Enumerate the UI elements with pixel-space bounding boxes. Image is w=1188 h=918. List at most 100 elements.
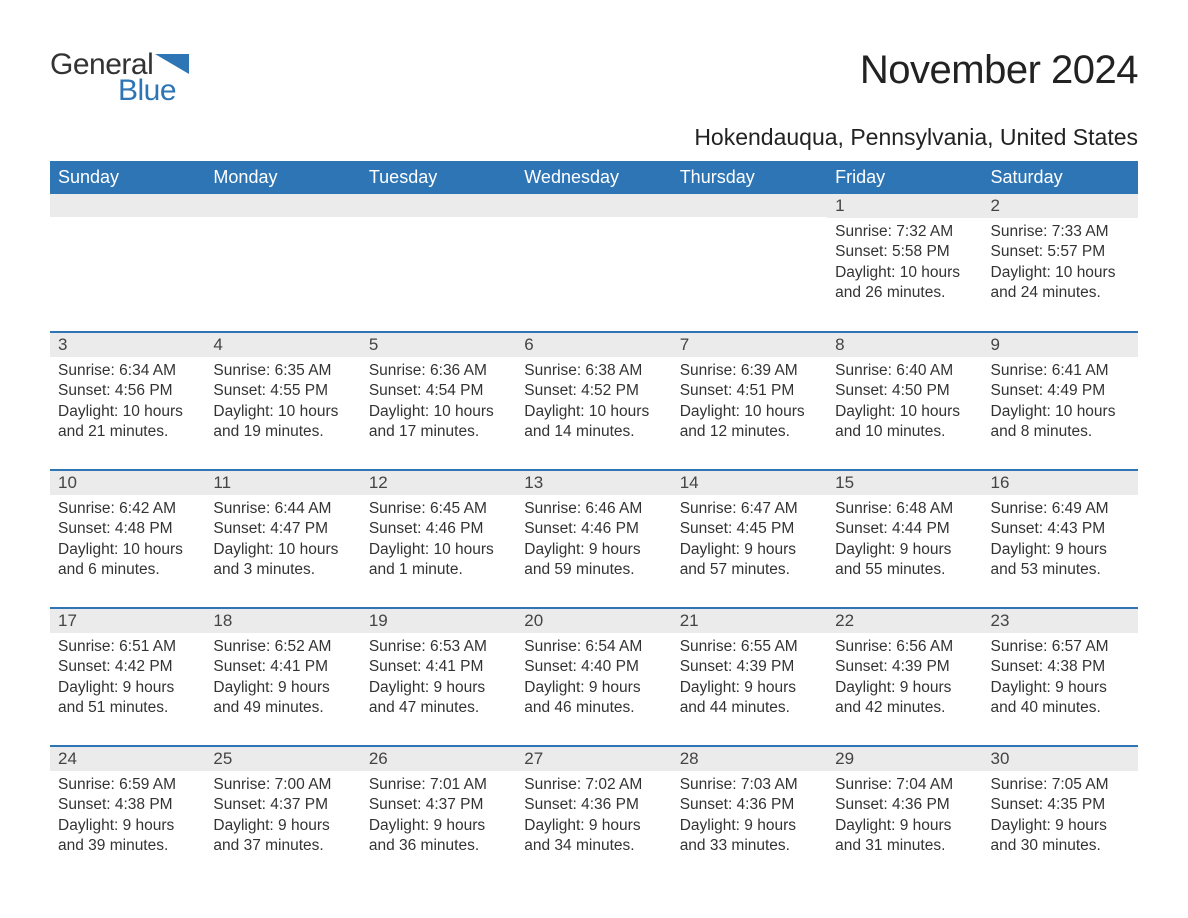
calendar-day-cell: 24Sunrise: 6:59 AMSunset: 4:38 PMDayligh… <box>50 746 205 884</box>
calendar-day-cell: 10Sunrise: 6:42 AMSunset: 4:48 PMDayligh… <box>50 470 205 608</box>
day-daylight2-line: and 49 minutes. <box>213 698 352 718</box>
day-daylight2-line: and 12 minutes. <box>680 422 819 442</box>
page-header: General Blue November 2024 <box>50 48 1138 106</box>
day-body: Sunrise: 6:46 AMSunset: 4:46 PMDaylight:… <box>516 495 671 581</box>
day-body: Sunrise: 6:51 AMSunset: 4:42 PMDaylight:… <box>50 633 205 719</box>
day-body-empty <box>361 217 516 297</box>
day-number: 30 <box>983 747 1138 771</box>
day-number-empty <box>50 194 205 217</box>
calendar-day-cell: 26Sunrise: 7:01 AMSunset: 4:37 PMDayligh… <box>361 746 516 884</box>
day-daylight1-line: Daylight: 9 hours <box>835 678 974 698</box>
day-daylight1-line: Daylight: 10 hours <box>58 540 197 560</box>
day-sunrise-line: Sunrise: 6:53 AM <box>369 637 508 657</box>
day-sunset-line: Sunset: 4:46 PM <box>524 519 663 539</box>
day-body: Sunrise: 6:56 AMSunset: 4:39 PMDaylight:… <box>827 633 982 719</box>
day-daylight1-line: Daylight: 10 hours <box>835 263 974 283</box>
day-daylight2-line: and 6 minutes. <box>58 560 197 580</box>
day-daylight2-line: and 30 minutes. <box>991 836 1130 856</box>
day-body: Sunrise: 6:59 AMSunset: 4:38 PMDaylight:… <box>50 771 205 857</box>
day-sunset-line: Sunset: 4:48 PM <box>58 519 197 539</box>
day-sunset-line: Sunset: 4:40 PM <box>524 657 663 677</box>
day-number: 25 <box>205 747 360 771</box>
day-sunrise-line: Sunrise: 6:41 AM <box>991 361 1130 381</box>
calendar-day-cell: 8Sunrise: 6:40 AMSunset: 4:50 PMDaylight… <box>827 332 982 470</box>
day-sunset-line: Sunset: 4:39 PM <box>680 657 819 677</box>
day-sunset-line: Sunset: 4:42 PM <box>58 657 197 677</box>
calendar-day-cell: 2Sunrise: 7:33 AMSunset: 5:57 PMDaylight… <box>983 194 1138 332</box>
day-body: Sunrise: 6:35 AMSunset: 4:55 PMDaylight:… <box>205 357 360 443</box>
calendar-week-row: 24Sunrise: 6:59 AMSunset: 4:38 PMDayligh… <box>50 746 1138 884</box>
day-body: Sunrise: 6:45 AMSunset: 4:46 PMDaylight:… <box>361 495 516 581</box>
day-number: 23 <box>983 609 1138 633</box>
day-sunrise-line: Sunrise: 6:55 AM <box>680 637 819 657</box>
day-number: 28 <box>672 747 827 771</box>
day-daylight1-line: Daylight: 9 hours <box>835 540 974 560</box>
day-sunset-line: Sunset: 4:37 PM <box>369 795 508 815</box>
day-sunset-line: Sunset: 5:57 PM <box>991 242 1130 262</box>
day-sunrise-line: Sunrise: 6:46 AM <box>524 499 663 519</box>
day-number-empty <box>205 194 360 217</box>
day-body: Sunrise: 6:42 AMSunset: 4:48 PMDaylight:… <box>50 495 205 581</box>
day-daylight1-line: Daylight: 9 hours <box>680 540 819 560</box>
day-sunset-line: Sunset: 4:52 PM <box>524 381 663 401</box>
day-number: 29 <box>827 747 982 771</box>
day-daylight1-line: Daylight: 9 hours <box>369 816 508 836</box>
day-number: 1 <box>827 194 982 218</box>
day-sunrise-line: Sunrise: 6:54 AM <box>524 637 663 657</box>
day-daylight2-line: and 3 minutes. <box>213 560 352 580</box>
day-daylight2-line: and 10 minutes. <box>835 422 974 442</box>
day-body: Sunrise: 6:47 AMSunset: 4:45 PMDaylight:… <box>672 495 827 581</box>
day-daylight2-line: and 46 minutes. <box>524 698 663 718</box>
day-sunrise-line: Sunrise: 6:57 AM <box>991 637 1130 657</box>
calendar-day-cell: 30Sunrise: 7:05 AMSunset: 4:35 PMDayligh… <box>983 746 1138 884</box>
day-sunset-line: Sunset: 4:50 PM <box>835 381 974 401</box>
day-daylight2-line: and 26 minutes. <box>835 283 974 303</box>
calendar-week-row: 1Sunrise: 7:32 AMSunset: 5:58 PMDaylight… <box>50 194 1138 332</box>
day-sunrise-line: Sunrise: 6:44 AM <box>213 499 352 519</box>
calendar-day-cell: 23Sunrise: 6:57 AMSunset: 4:38 PMDayligh… <box>983 608 1138 746</box>
day-number: 14 <box>672 471 827 495</box>
calendar-day-cell: 19Sunrise: 6:53 AMSunset: 4:41 PMDayligh… <box>361 608 516 746</box>
day-sunrise-line: Sunrise: 6:52 AM <box>213 637 352 657</box>
calendar-day-cell: 21Sunrise: 6:55 AMSunset: 4:39 PMDayligh… <box>672 608 827 746</box>
day-daylight2-line: and 8 minutes. <box>991 422 1130 442</box>
calendar-day-cell: 18Sunrise: 6:52 AMSunset: 4:41 PMDayligh… <box>205 608 360 746</box>
day-daylight1-line: Daylight: 9 hours <box>58 678 197 698</box>
calendar-day-cell: 1Sunrise: 7:32 AMSunset: 5:58 PMDaylight… <box>827 194 982 332</box>
day-daylight2-line: and 47 minutes. <box>369 698 508 718</box>
calendar-day-cell: 11Sunrise: 6:44 AMSunset: 4:47 PMDayligh… <box>205 470 360 608</box>
day-daylight2-line: and 21 minutes. <box>58 422 197 442</box>
day-daylight2-line: and 1 minute. <box>369 560 508 580</box>
day-daylight2-line: and 42 minutes. <box>835 698 974 718</box>
day-daylight1-line: Daylight: 9 hours <box>680 816 819 836</box>
day-daylight2-line: and 24 minutes. <box>991 283 1130 303</box>
day-daylight2-line: and 51 minutes. <box>58 698 197 718</box>
weekday-header: Friday <box>827 161 982 194</box>
calendar-week-row: 17Sunrise: 6:51 AMSunset: 4:42 PMDayligh… <box>50 608 1138 746</box>
day-daylight2-line: and 57 minutes. <box>680 560 819 580</box>
day-sunset-line: Sunset: 4:51 PM <box>680 381 819 401</box>
day-daylight1-line: Daylight: 9 hours <box>991 816 1130 836</box>
day-sunset-line: Sunset: 4:43 PM <box>991 519 1130 539</box>
day-daylight1-line: Daylight: 10 hours <box>369 402 508 422</box>
day-body: Sunrise: 6:38 AMSunset: 4:52 PMDaylight:… <box>516 357 671 443</box>
day-number: 17 <box>50 609 205 633</box>
day-daylight2-line: and 14 minutes. <box>524 422 663 442</box>
day-daylight2-line: and 17 minutes. <box>369 422 508 442</box>
day-number: 24 <box>50 747 205 771</box>
day-daylight1-line: Daylight: 9 hours <box>524 816 663 836</box>
day-sunset-line: Sunset: 4:55 PM <box>213 381 352 401</box>
day-body: Sunrise: 7:02 AMSunset: 4:36 PMDaylight:… <box>516 771 671 857</box>
calendar-day-cell: 4Sunrise: 6:35 AMSunset: 4:55 PMDaylight… <box>205 332 360 470</box>
day-body-empty <box>50 217 205 297</box>
day-body: Sunrise: 7:33 AMSunset: 5:57 PMDaylight:… <box>983 218 1138 304</box>
day-body: Sunrise: 6:57 AMSunset: 4:38 PMDaylight:… <box>983 633 1138 719</box>
day-sunrise-line: Sunrise: 6:59 AM <box>58 775 197 795</box>
calendar-day-cell <box>50 194 205 332</box>
day-daylight1-line: Daylight: 9 hours <box>524 678 663 698</box>
weekday-header: Tuesday <box>361 161 516 194</box>
day-body: Sunrise: 6:55 AMSunset: 4:39 PMDaylight:… <box>672 633 827 719</box>
day-sunrise-line: Sunrise: 6:34 AM <box>58 361 197 381</box>
day-daylight1-line: Daylight: 10 hours <box>991 402 1130 422</box>
calendar-day-cell: 25Sunrise: 7:00 AMSunset: 4:37 PMDayligh… <box>205 746 360 884</box>
